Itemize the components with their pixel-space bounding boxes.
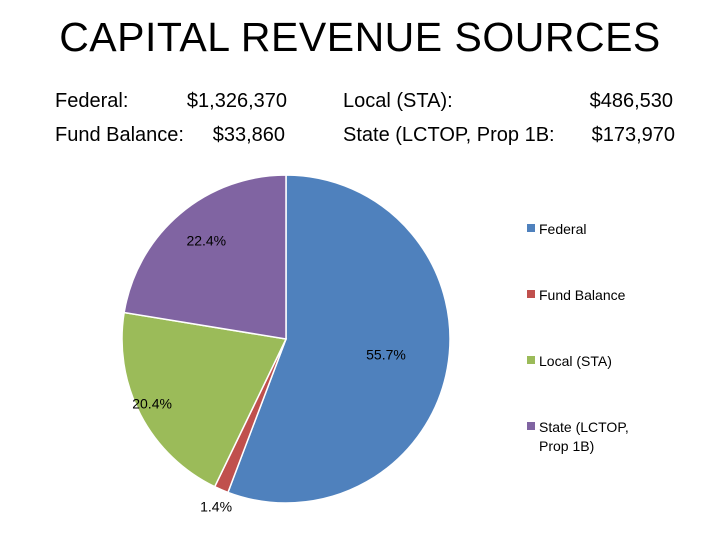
legend-label: State (LCTOP, Prop 1B)	[539, 419, 629, 454]
pie-data-labels: 55.7% 1.4% 20.4% 22.4%	[132, 232, 406, 514]
summary-state: State (LCTOP, Prop 1B: $173,970	[343, 122, 675, 148]
summary-local-value: $486,530	[589, 90, 673, 112]
summary-local: Local (STA): $486,530	[343, 88, 673, 114]
summary-fund-balance-value: $33,860	[212, 124, 285, 146]
summary-state-label: State (LCTOP, Prop 1B:	[343, 124, 555, 146]
summary-fund-balance: Fund Balance: $33,860	[55, 122, 285, 148]
legend-swatch	[527, 290, 535, 298]
pie-slice-federal	[227, 174, 451, 504]
legend-swatch	[527, 356, 535, 364]
summary-state-value: $173,970	[591, 124, 675, 146]
summary-federal-value: $1,326,370	[186, 90, 287, 112]
summary-federal: Federal: $1,326,370	[55, 88, 287, 114]
legend-label: Federal	[539, 221, 587, 237]
legend-swatch	[527, 422, 535, 430]
pie-slices	[121, 174, 451, 504]
summary-federal-label: Federal:	[55, 90, 129, 112]
pie-slice-local-sta	[121, 311, 288, 488]
data-label: 55.7%	[366, 346, 406, 362]
summary-fund-balance-label: Fund Balance:	[55, 124, 184, 146]
data-label: 1.4%	[200, 499, 232, 515]
legend-swatch	[527, 224, 535, 232]
pie-slice-state-lctop-prop-1b	[123, 174, 287, 340]
page-title: CAPITAL REVENUE SOURCES	[59, 14, 661, 60]
legend-label: Fund Balance	[539, 287, 626, 303]
legend-label: Local (STA)	[539, 353, 612, 369]
data-label: 20.4%	[132, 396, 172, 412]
data-label: 22.4%	[186, 232, 226, 248]
summary-local-label: Local (STA):	[343, 90, 453, 112]
